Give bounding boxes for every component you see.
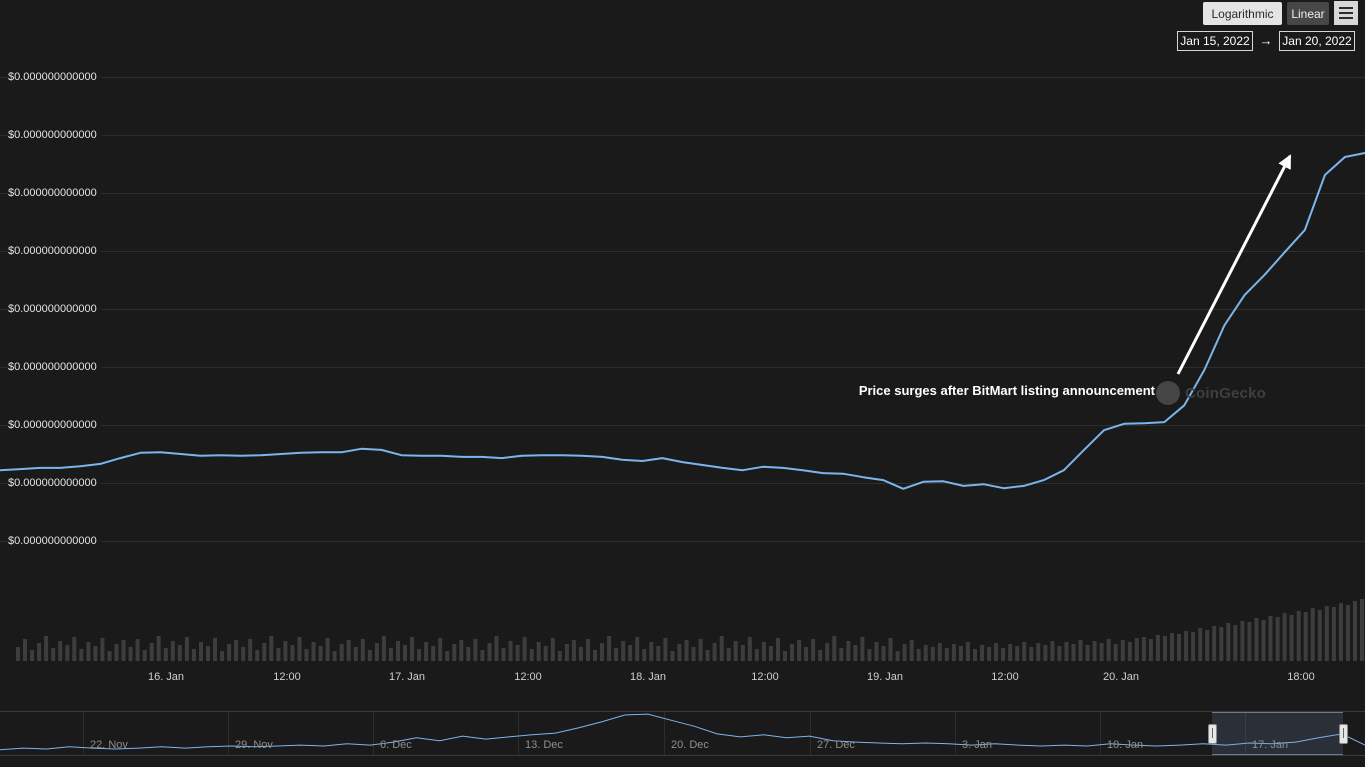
navigator-date-label: 6. Dec xyxy=(380,739,412,751)
x-axis-label: 19. Jan xyxy=(866,671,904,683)
navigator-date-label: 10. Jan xyxy=(1107,739,1144,751)
grid-lines xyxy=(0,77,1365,542)
y-axis-label: $0.000000000000 xyxy=(8,359,101,375)
logarithmic-scale-button[interactable]: Logarithmic xyxy=(1203,2,1282,25)
navigator-strip[interactable] xyxy=(0,711,1365,756)
navigator-date-label: 3. Jan xyxy=(962,739,992,751)
y-axis-label: $0.000000000000 xyxy=(8,243,101,259)
navigator-right-handle[interactable] xyxy=(1339,724,1348,744)
navigator-left-handle[interactable] xyxy=(1208,724,1217,744)
x-axis-label: 18. Jan xyxy=(629,671,667,683)
y-axis-label: $0.000000000000 xyxy=(8,533,101,549)
date-to-input[interactable] xyxy=(1279,31,1355,51)
coingecko-logo-icon xyxy=(1156,381,1180,405)
y-axis-label: $0.000000000000 xyxy=(8,417,101,433)
x-axis-label: 12:00 xyxy=(991,671,1019,683)
x-axis-label: 20. Jan xyxy=(1102,671,1140,683)
navigator-date-label: 20. Dec xyxy=(671,739,709,751)
navigator-date-label: 27. Dec xyxy=(817,739,855,751)
navigator-selected-window[interactable] xyxy=(1212,712,1343,755)
watermark-text: CoinGecko xyxy=(1185,385,1266,402)
y-axis-label: $0.000000000000 xyxy=(8,69,101,85)
navigator-series xyxy=(0,713,1365,751)
x-axis-label: 18:00 xyxy=(1287,671,1315,683)
handle-grip xyxy=(1212,728,1213,738)
navigator-date-label: 17. Jan xyxy=(1252,739,1289,751)
date-range-arrow: → xyxy=(1259,33,1273,48)
y-axis-label: $0.000000000000 xyxy=(8,127,101,143)
y-axis-label: $0.000000000000 xyxy=(8,475,101,491)
volume-bars xyxy=(16,599,1364,661)
y-axis-label: $0.000000000000 xyxy=(8,301,101,317)
navigator-date-label: 22. Nov xyxy=(90,739,128,751)
navigator-date-label: 13. Dec xyxy=(525,739,563,751)
date-from-input[interactable] xyxy=(1177,31,1253,51)
annotation-arrow xyxy=(1176,154,1292,375)
x-axis-label: 17. Jan xyxy=(388,671,426,683)
handle-grip xyxy=(1343,728,1344,738)
x-axis-label: 12:00 xyxy=(751,671,779,683)
chart-menu-button[interactable] xyxy=(1334,1,1358,25)
navigator-date-label: 29. Nov xyxy=(235,739,273,751)
x-axis-label: 12:00 xyxy=(273,671,301,683)
x-axis-label: 12:00 xyxy=(514,671,542,683)
x-axis-label: 16. Jan xyxy=(147,671,185,683)
linear-scale-button[interactable]: Linear xyxy=(1287,2,1329,25)
price-line-series xyxy=(0,152,1365,490)
y-axis-label: $0.000000000000 xyxy=(8,185,101,201)
